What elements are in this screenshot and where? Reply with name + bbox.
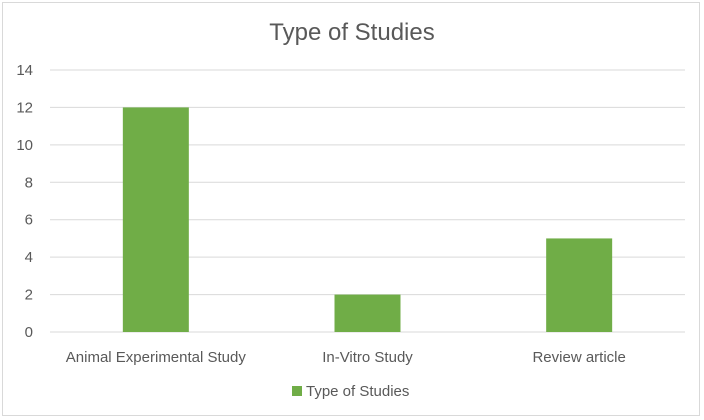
x-tick-label: In-Vitro Study (322, 349, 413, 366)
x-axis-tick-labels: Animal Experimental Study In-Vitro Study R… (66, 349, 626, 366)
y-tick-label: 2 (25, 287, 33, 304)
y-tick-label: 14 (16, 62, 33, 79)
legend: Type of Studies (292, 383, 409, 400)
bar (122, 107, 189, 332)
y-tick-label: 6 (25, 212, 33, 229)
y-tick-label: 0 (25, 324, 33, 341)
legend-swatch (292, 386, 302, 396)
legend-label: Type of Studies (306, 383, 409, 400)
bar (334, 294, 401, 332)
y-tick-label: 4 (25, 249, 33, 266)
chart-title: Type of Studies (269, 19, 434, 46)
y-tick-label: 8 (25, 174, 33, 191)
x-tick-label: Animal Experimental Study (66, 349, 247, 366)
chart-frame (2, 2, 700, 416)
y-tick-label: 12 (16, 99, 33, 116)
y-tick-label: 10 (16, 137, 33, 154)
y-axis-tick-labels: 0 2 4 6 8 10 12 14 (16, 62, 33, 341)
x-tick-label: Review article (532, 349, 625, 366)
bar (546, 238, 613, 332)
bars (122, 107, 613, 332)
